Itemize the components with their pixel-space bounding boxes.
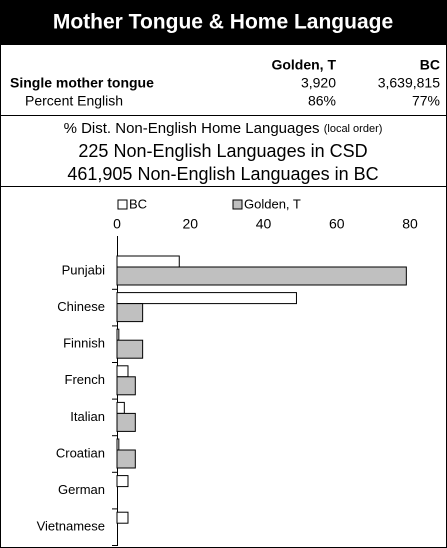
bar (116, 401, 125, 414)
bar (116, 365, 129, 378)
col-header: BC (420, 57, 440, 73)
legend-label: BC (129, 196, 147, 211)
legend-label: Golden, T (244, 196, 301, 211)
y-tick-label: Finnish (63, 336, 105, 351)
note: % Dist. Non-English Home Languages (loca… (64, 120, 383, 137)
bar (116, 438, 120, 451)
title: Mother Tongue & Home Language (53, 11, 393, 34)
bar (116, 328, 120, 341)
note: 225 Non-English Languages in CSD (78, 141, 367, 161)
cell: 3,920 (301, 75, 336, 91)
cell: 86% (308, 93, 336, 109)
row-label: Percent English (25, 93, 123, 109)
bar (116, 449, 136, 469)
bar (116, 475, 129, 488)
legend-swatch (117, 199, 128, 210)
y-tick-label: Chinese (57, 299, 105, 314)
legend-swatch (232, 199, 243, 210)
bar (116, 303, 144, 323)
y-tick-label: Vietnamese (37, 519, 105, 534)
bar (116, 339, 144, 359)
note: 461,905 Non-English Languages in BC (67, 164, 378, 184)
title-bar (0, 0, 447, 45)
cell: 77% (412, 93, 440, 109)
x-tick-label: 0 (113, 216, 121, 232)
bar (116, 266, 407, 286)
bar (116, 511, 129, 524)
x-tick-label: 40 (256, 216, 272, 232)
x-tick-label: 60 (329, 216, 345, 232)
bar (116, 376, 136, 396)
x-tick-label: 20 (182, 216, 198, 232)
note-text: % Dist. Non-English Home Languages (64, 120, 320, 137)
x-tick-label: 80 (402, 216, 418, 232)
row-label: Single mother tongue (10, 75, 154, 91)
y-tick-label: German (58, 482, 105, 497)
bar (116, 292, 297, 305)
cell: 3,639,815 (378, 75, 440, 91)
y-tick-label: Punjabi (62, 262, 105, 277)
y-tick-label: Croatian (56, 445, 105, 460)
y-tick-label: French (65, 372, 105, 387)
note-small: (local order) (324, 123, 383, 135)
bar (116, 255, 180, 268)
bar (116, 412, 136, 432)
col-header: Golden, T (271, 57, 336, 73)
y-tick-label: Italian (70, 409, 105, 424)
